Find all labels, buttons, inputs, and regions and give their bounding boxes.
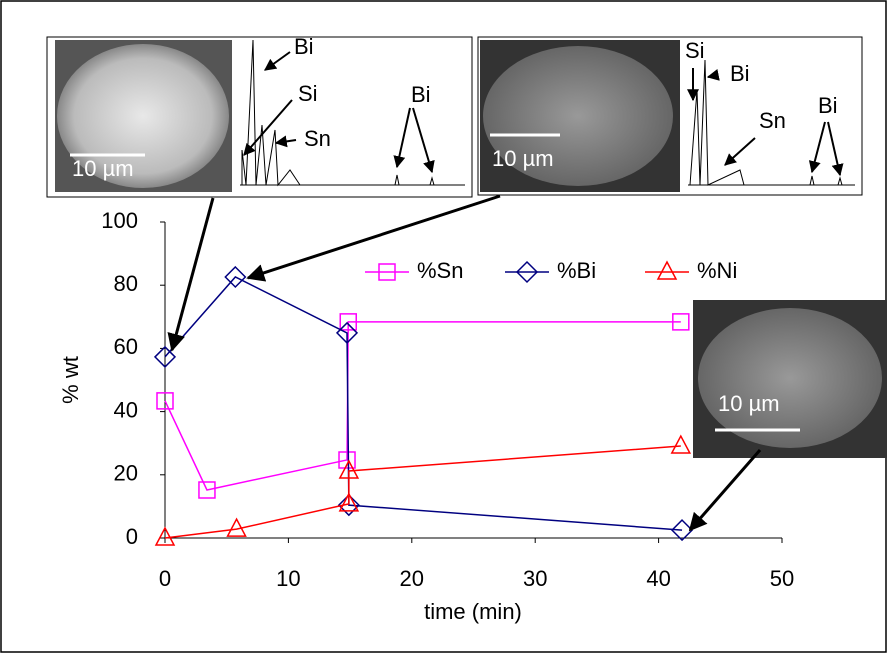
sem-particle	[698, 308, 882, 448]
x-tick-label: 10	[276, 566, 300, 591]
y-tick-label: 80	[114, 271, 138, 296]
annotation: Si	[685, 38, 705, 63]
annotation: Bi	[730, 61, 750, 86]
x-tick-label: 30	[523, 566, 547, 591]
annotation: Sn	[304, 126, 331, 151]
x-tick-label: 50	[770, 566, 794, 591]
legend-label: %Ni	[697, 258, 737, 283]
y-tick-label: 100	[101, 208, 138, 233]
x-tick-label: 20	[400, 566, 424, 591]
legend-label: %Sn	[417, 258, 463, 283]
y-tick-label: 60	[114, 334, 138, 359]
annotation: 10 µm	[72, 156, 134, 181]
y-tick-label: 0	[126, 524, 138, 549]
x-tick-label: 40	[646, 566, 670, 591]
annotation: 10 µm	[718, 391, 780, 416]
annotation: Bi	[294, 34, 314, 59]
annotation: Bi	[818, 93, 838, 118]
x-axis-label: time (min)	[424, 599, 522, 624]
annotation: Si	[298, 81, 318, 106]
y-tick-label: 40	[114, 397, 138, 422]
legend-label: %Bi	[557, 258, 596, 283]
chart: % wt time (min) 0 20 40 60 80 100 0 10 20 30 40 50%…	[0, 0, 888, 654]
annotation: Bi	[411, 82, 431, 107]
x-tick-label: 0	[159, 566, 171, 591]
annotation: 10 µm	[492, 146, 554, 171]
annotation: Sn	[759, 108, 786, 133]
y-tick-label: 20	[114, 461, 138, 486]
y-axis-label: % wt	[58, 356, 83, 404]
